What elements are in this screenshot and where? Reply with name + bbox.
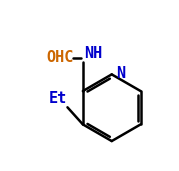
Text: Et: Et (48, 91, 67, 106)
Text: OHC: OHC (46, 50, 73, 65)
Text: NH: NH (84, 46, 102, 61)
Text: N: N (116, 66, 125, 81)
